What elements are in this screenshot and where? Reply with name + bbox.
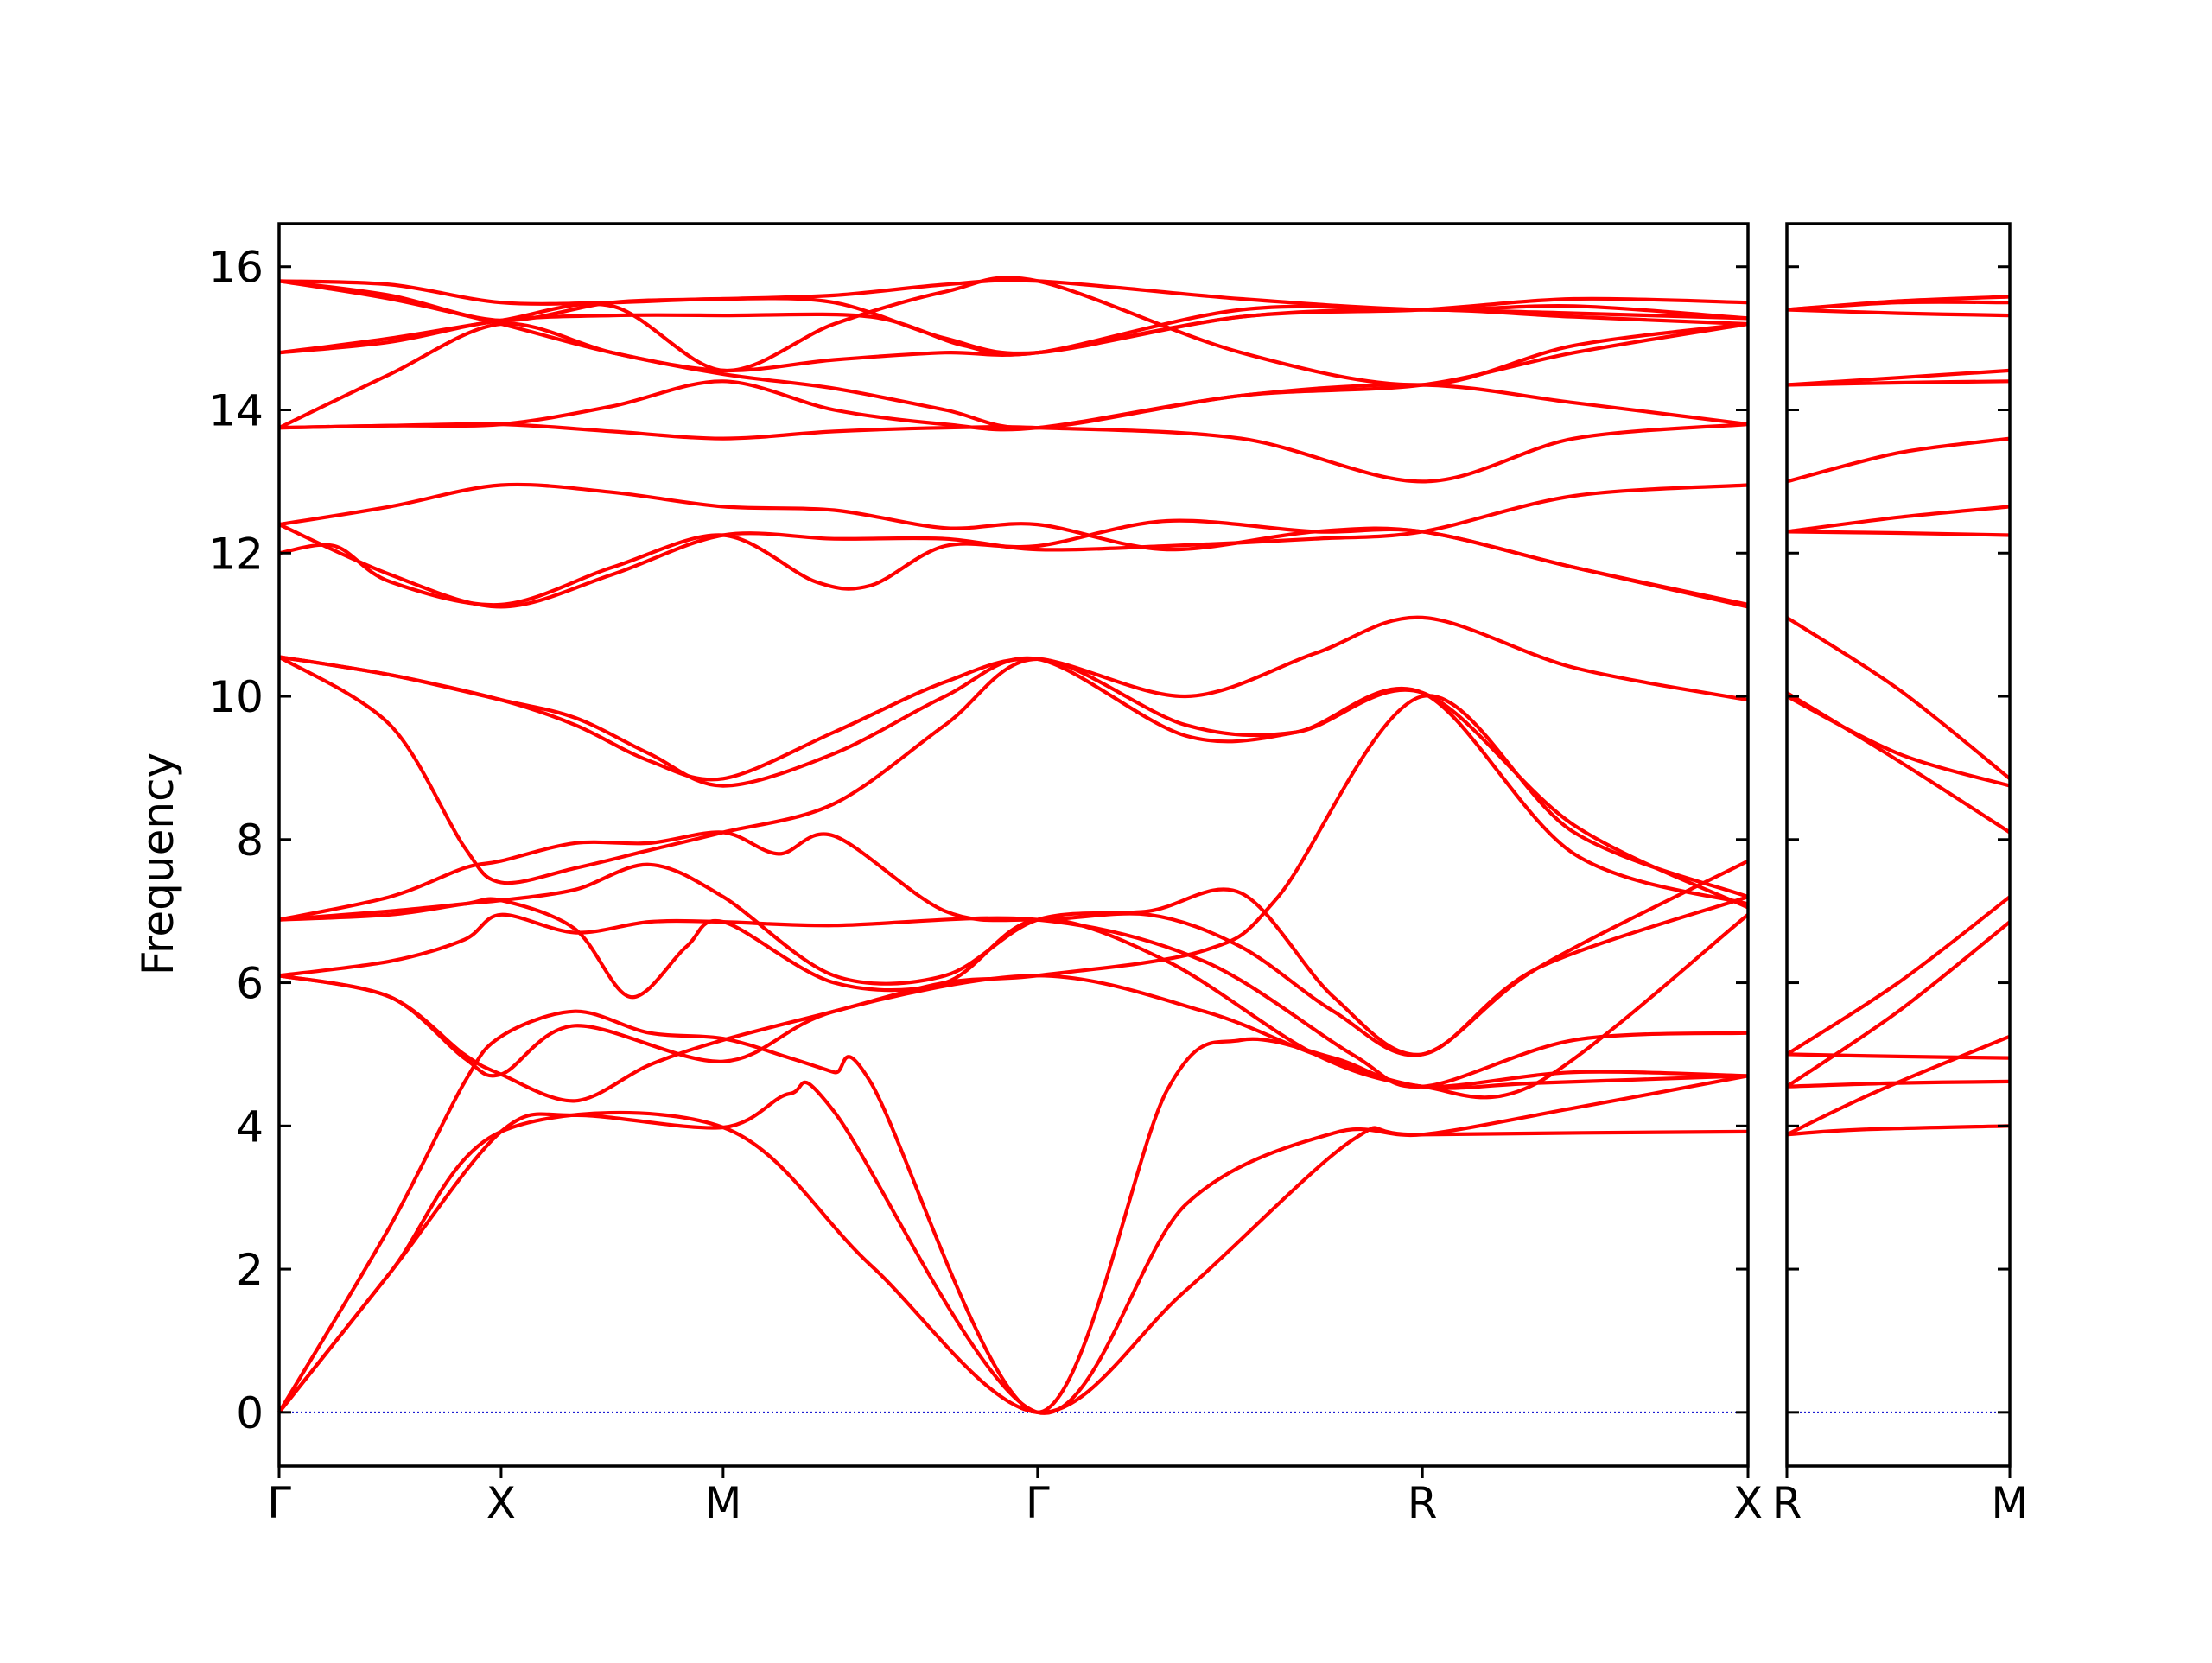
band-line (278, 897, 1750, 1100)
x-tick-label: Γ (267, 1478, 291, 1528)
main-panel: 0 2 4 6 8 10 12 14 16 Γ X M Γ R X (208, 222, 1763, 1528)
band-line (278, 830, 1749, 1057)
x-tick-label: X (486, 1478, 516, 1528)
band-line (1786, 1034, 2011, 1137)
x-tick-label: R (1772, 1478, 1802, 1528)
band-line (1786, 1124, 2011, 1137)
band-line (278, 974, 1749, 1090)
band-line (1786, 436, 2011, 484)
y-tick-label: 2 (236, 1245, 264, 1295)
band-line (1786, 695, 2011, 788)
band-line (277, 1074, 1749, 1415)
y-tick-label: 0 (236, 1388, 264, 1438)
y-axis-label: Frequency (133, 752, 183, 975)
band-line (278, 422, 1749, 484)
band-line (1786, 295, 2011, 312)
x-tick-label: X (1733, 1478, 1763, 1528)
band-line (278, 278, 1749, 323)
y-tick-label: 8 (236, 816, 264, 866)
band-line (278, 912, 1749, 1089)
band-line (278, 655, 1749, 906)
band-line (278, 279, 1749, 356)
x-tick-label: Γ (1026, 1478, 1050, 1528)
y-tick-label: 12 (208, 529, 264, 579)
y-tick-label: 16 (208, 243, 264, 293)
band-line (1785, 616, 2012, 780)
y-tick-label: 6 (236, 959, 264, 1009)
band-line (1786, 308, 2011, 318)
band-line (1786, 1079, 2011, 1089)
band-line (278, 279, 1749, 373)
band-line (278, 862, 1749, 1057)
band-line (278, 379, 1749, 432)
y-tick-label: 14 (208, 385, 264, 435)
band-line (1786, 1052, 2011, 1060)
band-line (278, 276, 1749, 387)
band-line (278, 483, 1749, 609)
y-tick-label: 10 (208, 672, 264, 722)
band-line (277, 655, 1749, 910)
band-line (1786, 530, 2011, 537)
band-line (278, 321, 1749, 430)
band-line (278, 518, 1749, 607)
band-line (1786, 368, 2011, 387)
band-line (1785, 895, 2012, 1057)
x-tick-label: R (1408, 1478, 1438, 1528)
x-tick-label: M (704, 1478, 741, 1528)
x-tick-label: M (1991, 1478, 2028, 1528)
axes-frame (277, 222, 1750, 1468)
band-line (1785, 920, 2012, 1089)
band-line (278, 615, 1749, 782)
y-tick-label: 4 (236, 1101, 264, 1152)
band-line (277, 1110, 1749, 1414)
band-line (277, 1009, 1749, 1414)
band-line (1785, 691, 2012, 835)
band-line (1786, 505, 2011, 534)
axes-frame (1785, 222, 2012, 1468)
